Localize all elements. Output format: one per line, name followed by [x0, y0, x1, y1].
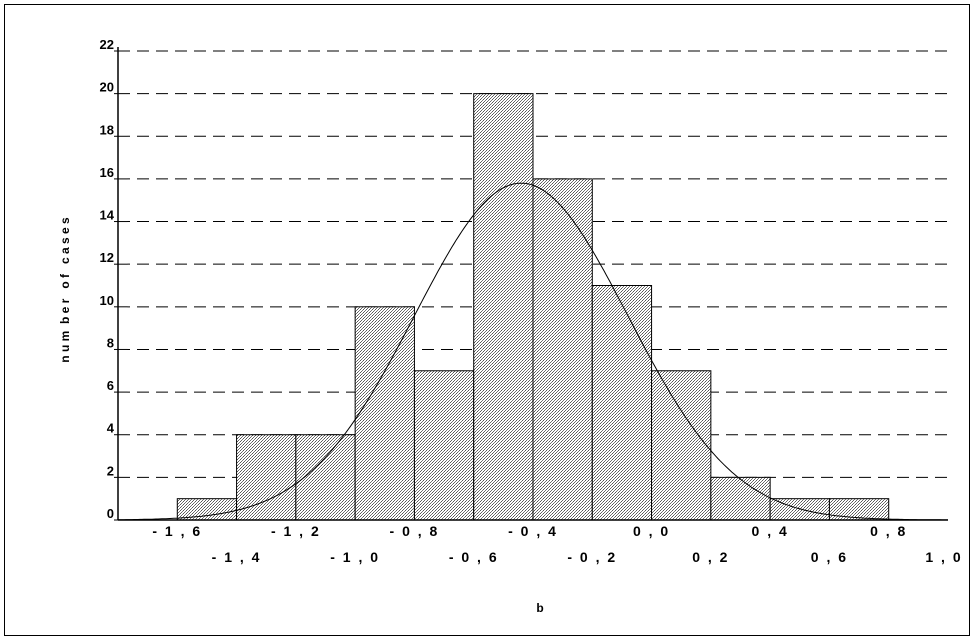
- x-tick-label: - 0 , 8: [390, 523, 440, 539]
- histogram-bar: [176, 498, 238, 521]
- y-tick-label: 8: [107, 335, 114, 350]
- x-tick-label: 0 , 4: [752, 523, 789, 539]
- normal-curve: [118, 182, 948, 521]
- histogram-bar: [828, 498, 890, 521]
- x-tick-label: 1 , 0: [925, 549, 962, 565]
- x-tick-label: - 1 , 4: [212, 549, 262, 565]
- y-tick-label: 14: [100, 208, 115, 223]
- y-tick-label: 0: [107, 506, 114, 521]
- y-tick-label: 16: [100, 165, 114, 180]
- histogram-bar: [591, 285, 653, 521]
- y-tick-labels: 0 2 4 6 8 10 12 14 16 18 20 22: [100, 37, 115, 521]
- histogram-bar: [354, 306, 415, 521]
- x-tick-labels: - 1 , 6 - 1 , 2 - 0 , 8 - 0 , 4 0 , 0 0 , 4 0 …: [152, 523, 962, 565]
- histogram-bar: [651, 370, 712, 521]
- x-tick-label: - 1 , 0: [330, 549, 380, 565]
- x-tick-label: 0 , 8: [870, 523, 907, 539]
- y-tick-label: 2: [107, 463, 114, 478]
- x-tick-label: - 0 , 6: [449, 549, 499, 565]
- histogram-bar: [236, 434, 297, 521]
- histogram-bar: [413, 370, 475, 521]
- y-tick-label: 4: [107, 421, 115, 436]
- x-tick-label: - 1 , 2: [271, 523, 321, 539]
- bars: [176, 93, 890, 521]
- y-tick-label: 10: [100, 293, 114, 308]
- histogram-bar: [710, 476, 771, 521]
- y-axis-label: n u m b e r o f c a s e s: [58, 217, 72, 363]
- histogram-bar: [473, 93, 534, 521]
- y-tick-label: 20: [100, 80, 114, 95]
- y-tick-label: 18: [100, 122, 114, 137]
- y-tick-label: 22: [100, 37, 114, 52]
- histogram-bar: [295, 434, 356, 521]
- axes: [114, 47, 948, 521]
- x-tick-label: - 0 , 2: [567, 549, 617, 565]
- y-tick-label: 6: [107, 378, 114, 393]
- normal-curve-line: [118, 182, 948, 521]
- histogram-bar: [532, 178, 593, 521]
- x-axis-label: b: [536, 601, 543, 615]
- x-tick-label: 0 , 2: [692, 549, 729, 565]
- x-tick-label: - 1 , 6: [152, 523, 202, 539]
- x-tick-label: 0 , 6: [811, 549, 848, 565]
- y-tick-label: 12: [100, 250, 114, 265]
- x-tick-label: 0 , 0: [633, 523, 670, 539]
- x-tick-label: - 0 , 4: [508, 523, 558, 539]
